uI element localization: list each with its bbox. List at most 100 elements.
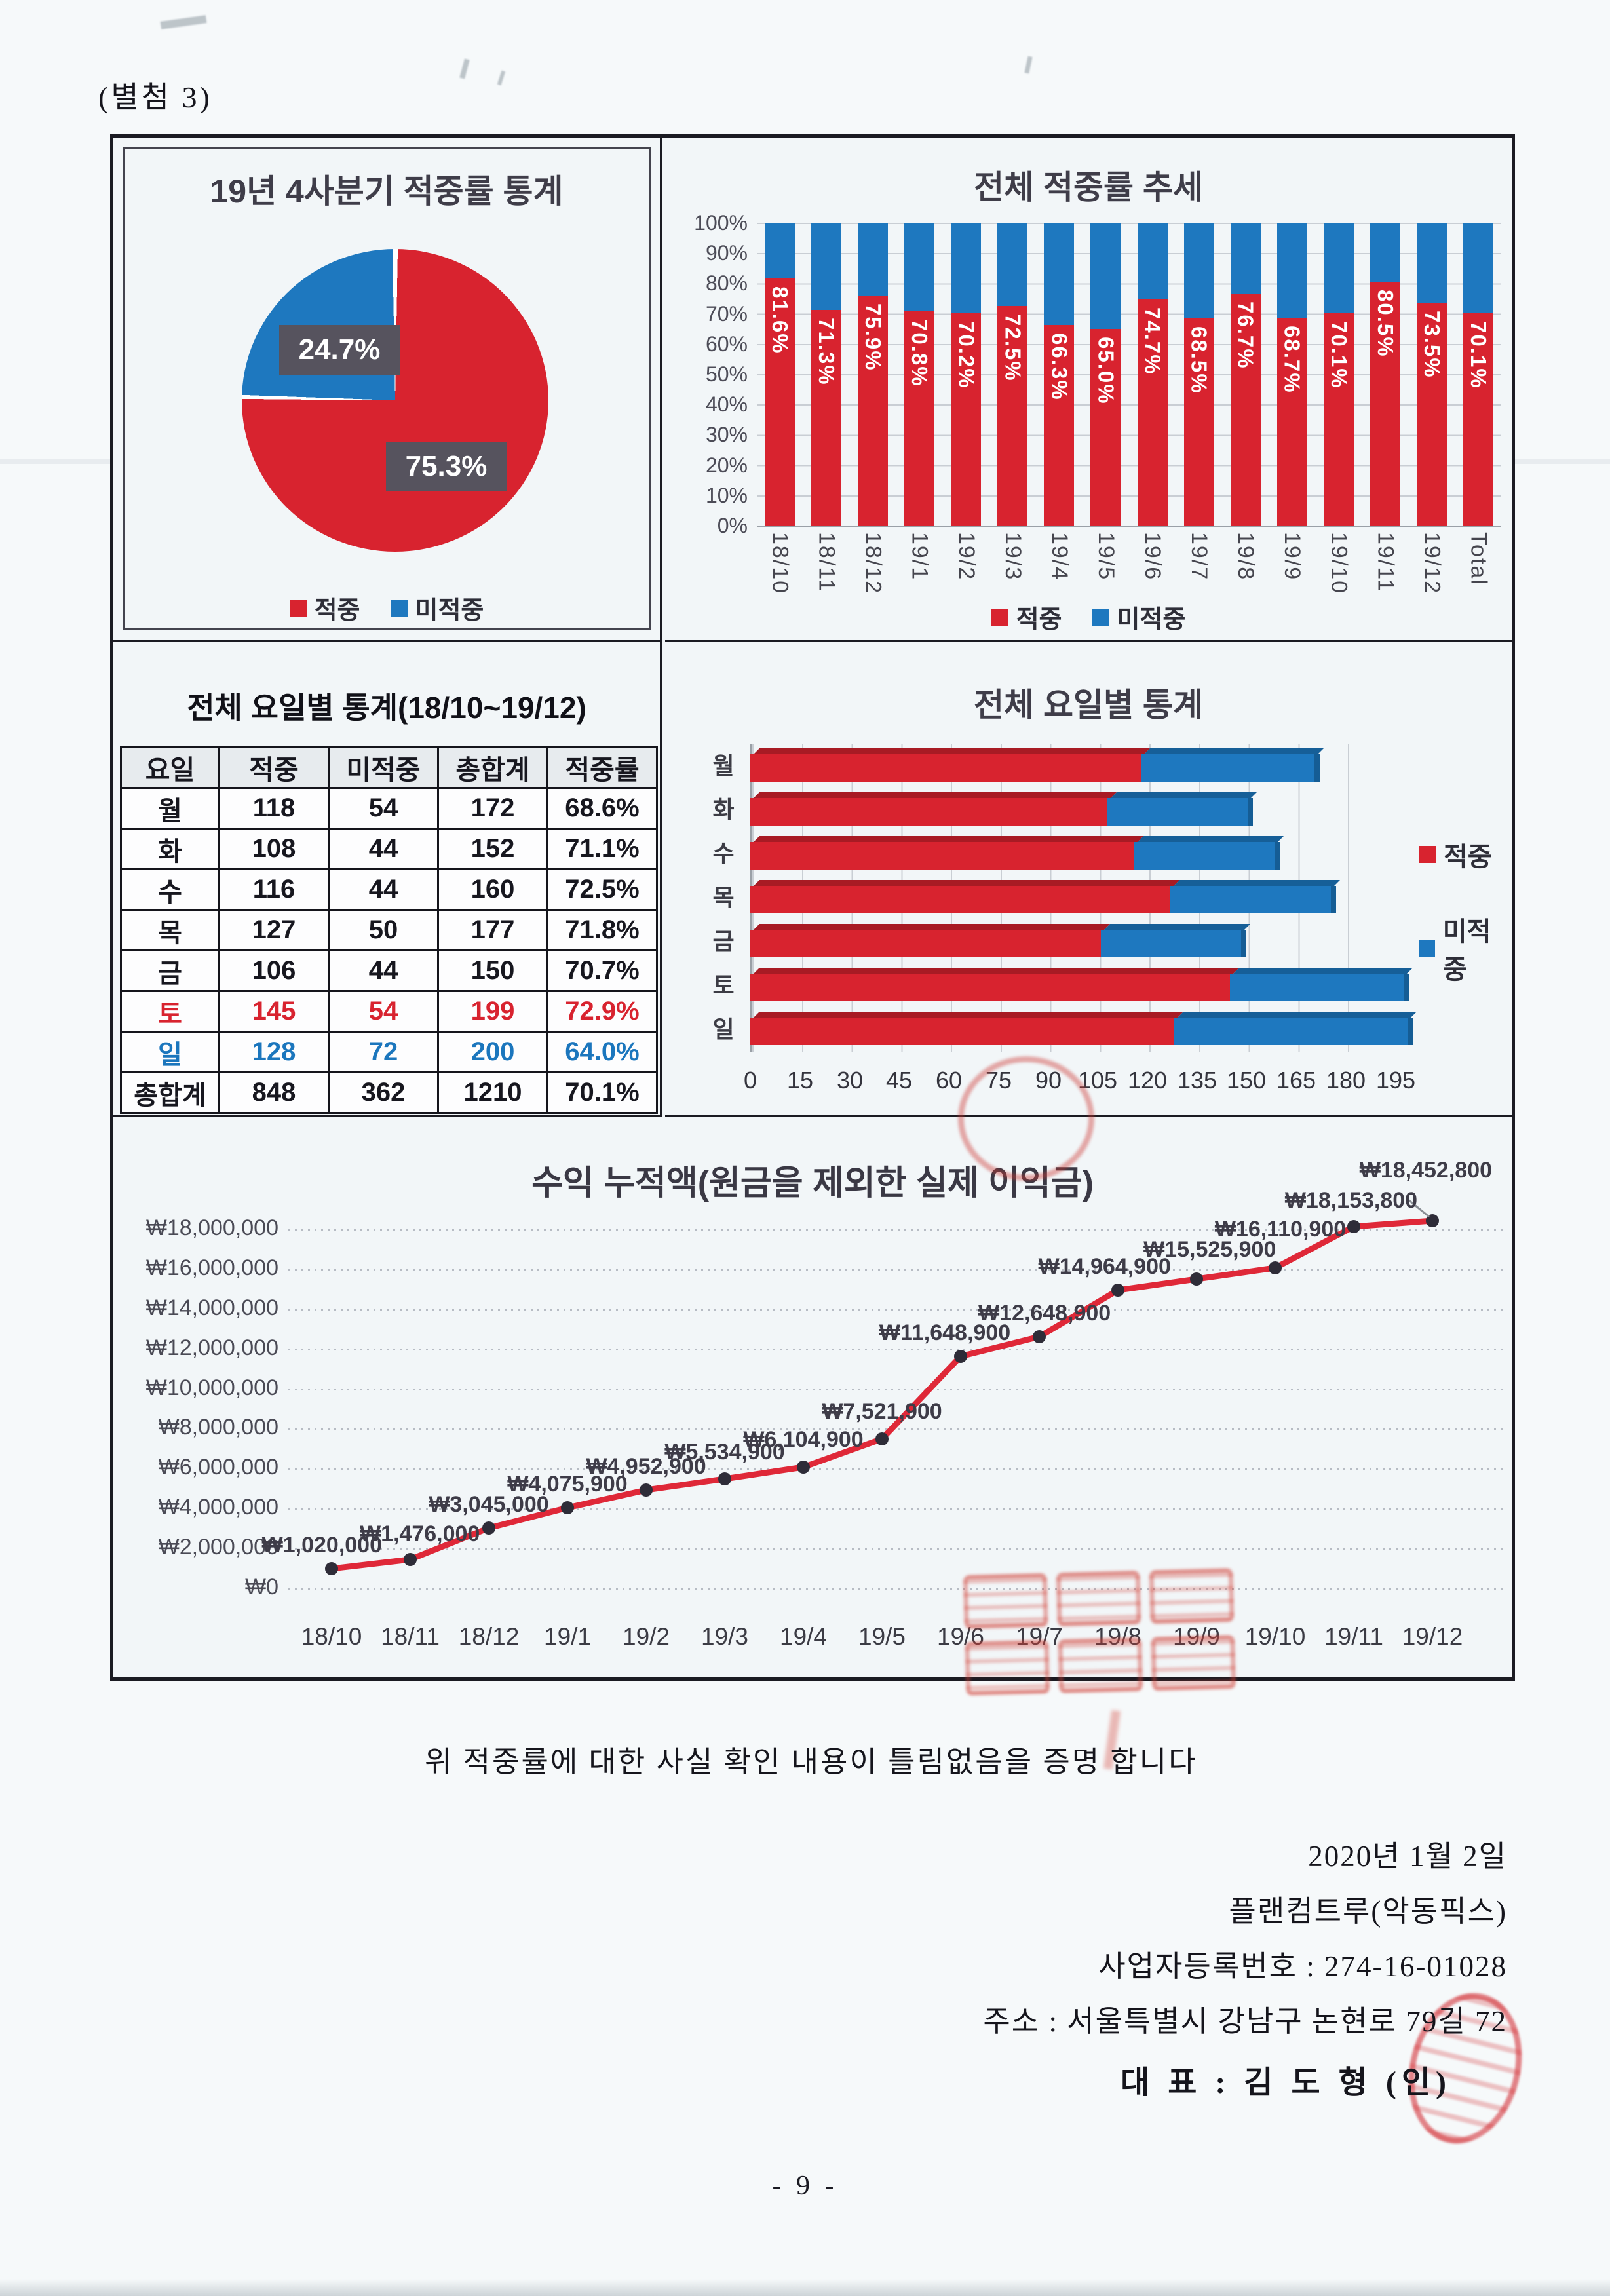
- legend-item-hit: 적중: [991, 599, 1062, 635]
- trend-bar: 70.1%: [1463, 223, 1493, 526]
- bar-fri: [750, 930, 1246, 957]
- weekday-bar-legend: 적중 미적중: [1419, 835, 1512, 986]
- trend-bar: 75.9%: [858, 223, 889, 526]
- trend-bar-label: 75.9%: [861, 303, 886, 372]
- scan-speck: [1024, 56, 1033, 74]
- trend-x-tick: 19/12: [1419, 532, 1445, 595]
- trend-x-tick: 19/2: [953, 532, 979, 581]
- col-header: 적중: [218, 746, 330, 789]
- x-tick: 0: [743, 1067, 757, 1094]
- point-label: ₩1,020,000: [261, 1533, 383, 1558]
- legend-swatch-hit-icon: [991, 608, 1008, 626]
- trend-y-tick: 10%: [705, 484, 748, 507]
- point-label: ₩3,045,000: [429, 1492, 549, 1517]
- trend-y-tick: 0%: [717, 514, 748, 537]
- point-label: ₩12,648,900: [978, 1301, 1111, 1326]
- trend-bar-label: 80.5%: [1373, 290, 1398, 358]
- legend-label-hit: 적중: [1444, 843, 1492, 871]
- x-tick: 30: [836, 1067, 864, 1094]
- trend-y-tick: 20%: [705, 453, 748, 477]
- trend-chart-title: 전체 적중률 추세: [974, 169, 1203, 206]
- bar-category: 월: [712, 752, 735, 779]
- profit-y-tick: ₩14,000,000: [145, 1295, 278, 1320]
- profit-x-tick: 18/11: [381, 1623, 440, 1650]
- trend-bar-label: 70.8%: [908, 318, 932, 387]
- profit-y-tick: ₩10,000,000: [145, 1375, 278, 1400]
- bar-category: 화: [712, 796, 735, 823]
- trend-y-tick: 60%: [705, 332, 748, 356]
- trend-bar-label: 65.0%: [1094, 336, 1119, 405]
- company-name: 플랜컴트루(악동픽스): [1229, 1895, 1507, 1928]
- weekday-bar-categories: 월 화 수 목 금 토 일: [703, 744, 744, 1051]
- point-label: ₩15,525,900: [1143, 1237, 1276, 1262]
- x-tick: 45: [885, 1067, 913, 1094]
- point-label: ₩14,964,900: [1038, 1254, 1171, 1279]
- bar-category: 금: [712, 928, 735, 955]
- trend-bar-label: 70.1%: [1326, 321, 1351, 389]
- trend-x-tick: 19/10: [1326, 532, 1352, 595]
- trend-legend: 적중 미적중: [665, 599, 1512, 635]
- bar-wed: [750, 842, 1280, 870]
- profit-x-tick: 19/9: [1172, 1623, 1221, 1650]
- legend-label-miss: 미적중: [415, 597, 484, 624]
- label-leader-line: [1407, 1198, 1430, 1218]
- pie-legend: 적중 미적중: [113, 590, 660, 626]
- trend-bar: 72.5%: [997, 223, 1028, 526]
- x-tick: 15: [786, 1067, 814, 1094]
- profit-y-tick: ₩4,000,000: [158, 1495, 278, 1520]
- legend-label-miss: 미적중: [1117, 606, 1186, 634]
- legend-item-miss: 미적중: [390, 590, 484, 626]
- point-label: ₩1,476,000: [359, 1521, 480, 1546]
- x-tick: 75: [985, 1067, 1012, 1094]
- trend-x-tick: 19/11: [1373, 532, 1398, 593]
- x-tick: 195: [1375, 1067, 1416, 1094]
- profit-y-tick: ₩18,000,000: [145, 1215, 278, 1240]
- pie-chart: [242, 249, 548, 552]
- profit-x-tick: 19/4: [779, 1623, 828, 1650]
- trend-y-tick: 50%: [705, 362, 748, 386]
- scan-speck: [497, 70, 506, 86]
- trend-x-tick: 19/4: [1046, 532, 1072, 581]
- bar-sat: [750, 974, 1409, 1001]
- legend-swatch-hit-icon: [289, 599, 307, 617]
- legend-swatch-miss-icon: [1419, 940, 1435, 957]
- trend-y-tick: 30%: [705, 423, 748, 446]
- col-header: 요일: [120, 746, 220, 789]
- profit-y-tick: ₩8,000,000: [158, 1415, 278, 1440]
- legend-item-hit: 적중: [289, 590, 360, 626]
- trend-bar: 65.0%: [1090, 223, 1121, 526]
- trend-bar: 68.7%: [1276, 223, 1307, 526]
- trend-bar-label: 72.5%: [1001, 314, 1025, 382]
- bar-category: 일: [712, 1016, 735, 1043]
- report-box: 19년 4사분기 적중률 통계 24.7% 75.3% 적중 미적중 전체 적중…: [110, 134, 1515, 1681]
- profit-line-svg: [288, 1198, 1504, 1590]
- x-tick: 90: [1035, 1067, 1062, 1094]
- trend-bar-label: 76.7%: [1233, 301, 1258, 370]
- trend-chart-section: 전체 적중률 추세 100% 90% 80% 70% 60% 50% 40% 3…: [665, 138, 1512, 642]
- trend-x-tick: 19/3: [1000, 532, 1025, 581]
- trend-x-labels: 18/10 18/11 18/12 19/1 19/2 19/3 19/4 19…: [757, 532, 1501, 637]
- trend-x-tick: 18/12: [860, 532, 886, 595]
- profit-x-tick: 18/10: [301, 1623, 362, 1650]
- trend-x-tick: Total: [1466, 532, 1491, 586]
- trend-bar: 70.1%: [1323, 223, 1354, 526]
- page-number: - 9 -: [772, 2171, 838, 2201]
- trend-x-tick: 19/5: [1093, 532, 1119, 581]
- trend-x-tick: 19/6: [1140, 532, 1165, 581]
- scan-speck: [459, 58, 470, 79]
- trend-x-tick: 19/7: [1187, 532, 1212, 581]
- attachment-label: (별첨 3): [98, 81, 212, 114]
- pie-chart-frame: [123, 147, 651, 630]
- trend-bar-label: 68.7%: [1280, 325, 1305, 394]
- legend-swatch-miss-icon: [390, 599, 408, 617]
- legend-item-miss: 미적중: [1092, 599, 1186, 635]
- profit-x-tick: 18/12: [458, 1623, 520, 1650]
- trend-bar: 68.5%: [1183, 223, 1214, 526]
- x-tick: 135: [1177, 1067, 1217, 1094]
- legend-item-miss: 미적중: [1419, 910, 1512, 986]
- profit-x-tick: 19/2: [622, 1623, 670, 1650]
- x-tick: 60: [935, 1067, 963, 1094]
- profit-y-tick: ₩0: [245, 1575, 278, 1599]
- trend-bar-label: 66.3%: [1047, 332, 1072, 401]
- weekday-table-title: 전체 요일별 통계(18/10~19/12): [187, 691, 586, 725]
